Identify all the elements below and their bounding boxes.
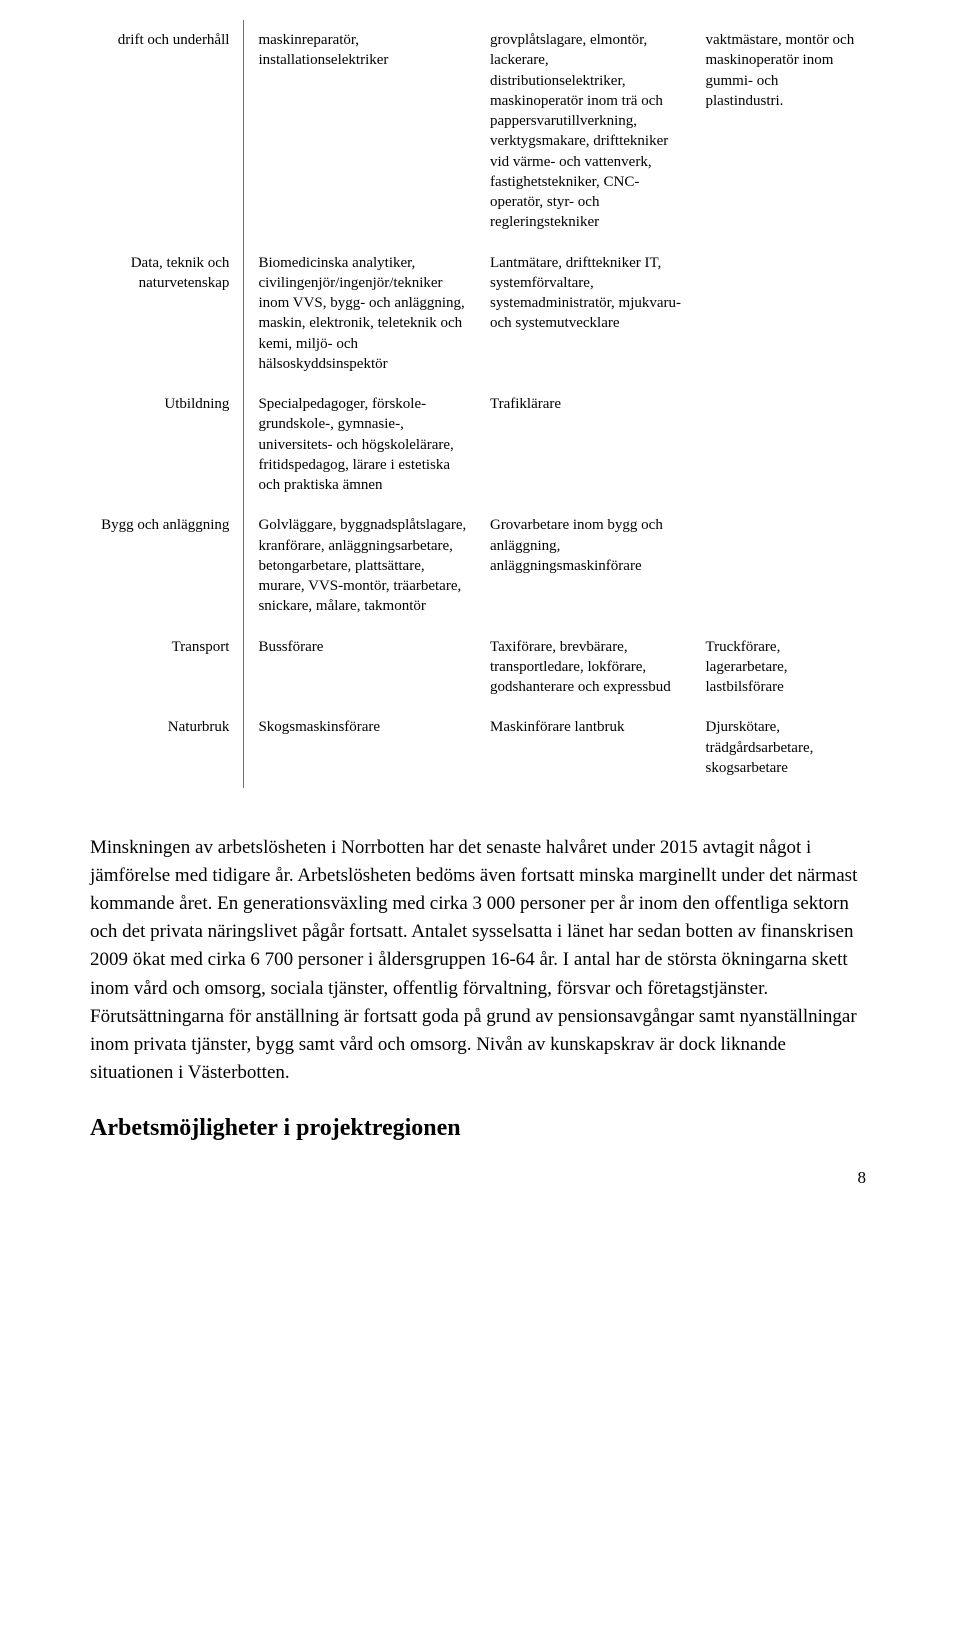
row-col1: Bussförare [244,627,480,708]
row-col1: Biomedicinska analytiker, civilingenjör/… [244,243,480,385]
row-col2: Grovarbetare inom bygg och anläggning, a… [480,505,696,626]
table-row: Transport Bussförare Taxiförare, brevbär… [90,627,870,708]
row-label: Data, teknik och naturvetenskap [90,243,244,385]
body-paragraph: Minskningen av arbetslösheten i Norrbott… [90,834,870,1087]
row-col3 [696,505,871,626]
page: drift och underhåll maskinreparatör, ins… [0,0,960,1228]
row-col3: vaktmästare, montör och maskinoperatör i… [696,20,871,243]
row-col2: Lantmätare, drifttekniker IT, systemförv… [480,243,696,385]
row-label: Utbildning [90,384,244,505]
row-col1: Golvläggare, byggnadsplåtslagare, kranfö… [244,505,480,626]
table-row: drift och underhåll maskinreparatör, ins… [90,20,870,243]
row-col2: Maskinförare lantbruk [480,707,696,788]
row-col1: Specialpedagoger, förskole- grundskole-,… [244,384,480,505]
row-label: Transport [90,627,244,708]
row-label: Naturbruk [90,707,244,788]
table-row: Data, teknik och naturvetenskap Biomedic… [90,243,870,385]
table-row: Utbildning Specialpedagoger, förskole- g… [90,384,870,505]
row-col2: Taxiförare, brevbärare, transportledare,… [480,627,696,708]
table-row: Bygg och anläggning Golvläggare, byggnad… [90,505,870,626]
row-label: Bygg och anläggning [90,505,244,626]
row-label: drift och underhåll [90,20,244,243]
row-col2: Trafiklärare [480,384,696,505]
row-col1: maskinreparatör, installationselektriker [244,20,480,243]
table-row: Naturbruk Skogsmaskinsförare Maskinförar… [90,707,870,788]
row-col1: Skogsmaskinsförare [244,707,480,788]
row-col3: Truckförare, lagerarbetare, lastbilsföra… [696,627,871,708]
row-col2: grovplåtslagare, elmontör, lackerare, di… [480,20,696,243]
occupations-table: drift och underhåll maskinreparatör, ins… [90,20,870,788]
row-col3 [696,384,871,505]
section-heading: Arbetsmöjligheter i projektregionen [90,1115,870,1142]
page-number: 8 [90,1168,870,1188]
row-col3 [696,243,871,385]
row-col3: Djurskötare, trädgårdsarbetare, skogsarb… [696,707,871,788]
